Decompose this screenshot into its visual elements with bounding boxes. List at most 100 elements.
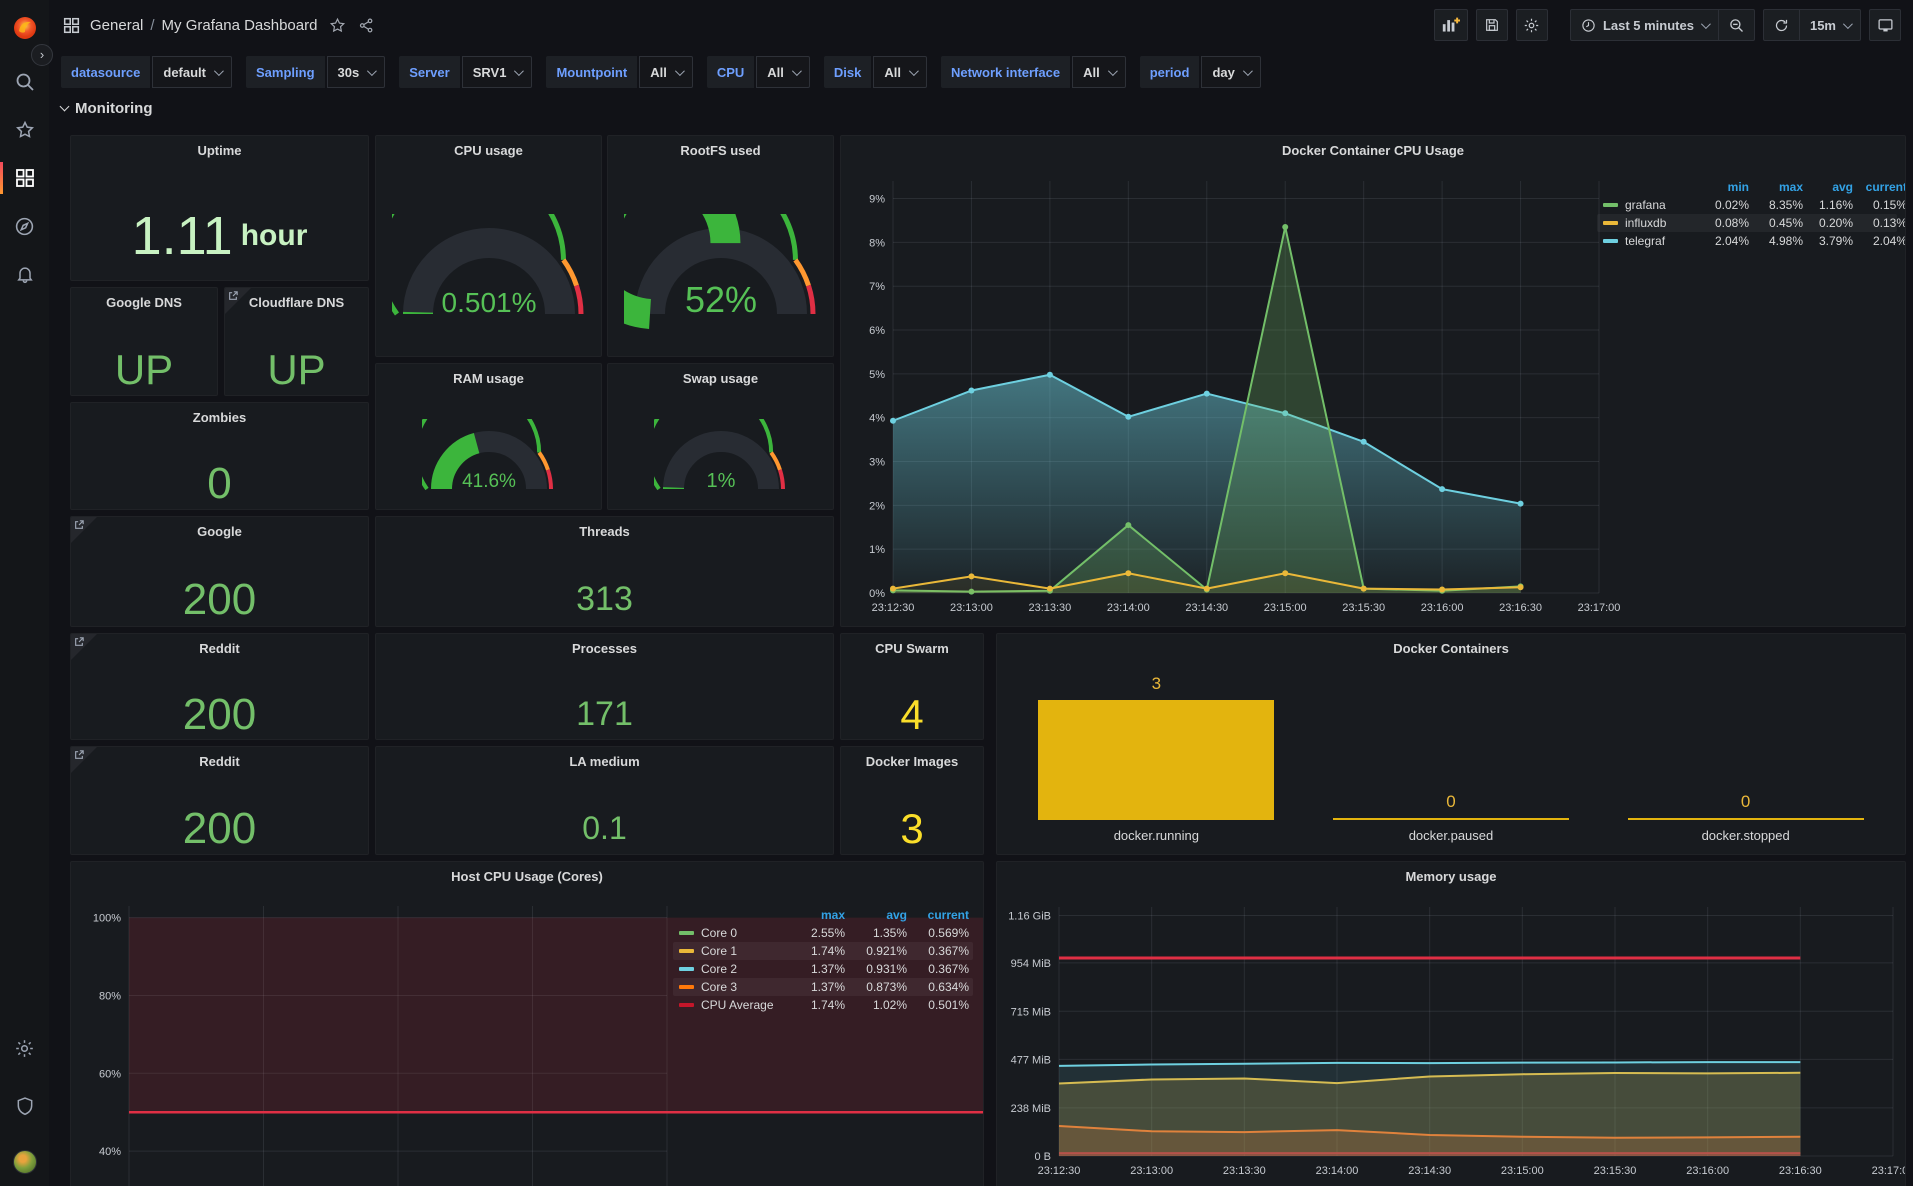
panel-title[interactable]: Swap usage [608,364,833,392]
sidebar-expand-button[interactable]: › [31,44,53,66]
variable-label: Server [399,56,459,88]
host-cpu-legend: max avg current Core 0 2.55%1.35%0.569% … [673,906,973,1014]
bar[interactable] [1628,818,1864,820]
panel-uptime: Uptime 1.11 hour [70,135,369,281]
favorite-star-icon[interactable] [329,17,346,34]
variable-value: 30s [338,65,360,80]
svg-text:40%: 40% [99,1146,121,1158]
processes-value: 171 [576,695,633,734]
search-icon[interactable] [0,62,49,102]
variable-disk: DiskAll [824,56,927,88]
refresh-interval-picker[interactable]: 15m [1799,10,1860,40]
chevron-down-icon [675,66,685,76]
panel-title[interactable]: Docker Containers [997,634,1905,662]
variables-bar: datasourcedefaultSampling30sServerSRV1Mo… [49,50,1913,94]
panel-title[interactable]: RAM usage [376,364,601,392]
variable-value-dropdown[interactable]: 30s [327,56,386,88]
variable-value-dropdown[interactable]: All [873,56,927,88]
chevron-down-icon [792,66,802,76]
variable-value-dropdown[interactable]: All [756,56,810,88]
variable-server: ServerSRV1 [399,56,532,88]
favorites-star-icon[interactable] [0,110,49,150]
panel-title[interactable]: LA medium [376,747,833,775]
svg-text:6%: 6% [869,325,885,337]
memory-usage-chart[interactable]: 0 B238 MiB477 MiB715 MiB954 MiB1.16 GiB2… [997,862,1905,1186]
svg-text:23:13:30: 23:13:30 [1223,1165,1266,1177]
panel-title[interactable]: Reddit [71,634,368,662]
breadcrumb-separator: / [150,17,154,34]
panel-title[interactable]: RootFS used [608,136,833,164]
external-link-icon[interactable] [71,634,97,660]
chevron-down-icon [909,66,919,76]
panel-title[interactable]: Google [71,517,368,545]
configuration-gear-icon[interactable] [0,1028,49,1068]
refresh-icon [1774,18,1789,33]
variable-value-dropdown[interactable]: day [1201,56,1260,88]
server-admin-shield-icon[interactable] [0,1086,49,1126]
legend-row: influxdb 0.08%0.45%0.20%0.13% [1597,214,1897,232]
variable-label: Disk [824,56,871,88]
bar[interactable] [1333,818,1569,820]
breadcrumb-folder[interactable]: General [90,17,143,34]
grafana-logo-icon[interactable] [0,8,49,48]
row-title: Monitoring [75,100,152,117]
user-avatar[interactable] [0,1142,49,1182]
panel-title[interactable]: Zombies [71,403,368,431]
panel-title[interactable]: Processes [376,634,833,662]
bar-column: 0docker.paused [1304,662,1599,855]
zombies-value: 0 [207,459,231,509]
external-link-icon[interactable] [71,747,97,773]
variable-network-interface: Network interfaceAll [941,56,1126,88]
dashboard-settings-gear-icon[interactable] [1516,9,1548,41]
svg-text:0 B: 0 B [1034,1151,1051,1163]
variable-datasource: datasourcedefault [61,56,232,88]
dashboards-icon[interactable] [0,158,49,198]
svg-text:23:15:00: 23:15:00 [1501,1165,1544,1177]
variable-value-dropdown[interactable]: All [639,56,693,88]
explore-compass-icon[interactable] [0,206,49,246]
legend-header-row: max avg current [673,906,973,924]
panel-title[interactable]: Docker Images [841,747,983,775]
variable-value: All [1083,65,1100,80]
panel-title[interactable]: Reddit [71,747,368,775]
panel-title[interactable]: CPU Swarm [841,634,983,662]
breadcrumb-dashboard-title[interactable]: My Grafana Dashboard [162,17,318,34]
variable-value-dropdown[interactable]: default [152,56,232,88]
svg-text:23:16:30: 23:16:30 [1499,602,1542,614]
external-link-icon[interactable] [225,288,251,314]
variable-value-dropdown[interactable]: All [1072,56,1126,88]
panel-memory: Memory usage 0 B238 MiB477 MiB715 MiB954… [996,861,1906,1186]
zoom-out-button[interactable] [1718,10,1754,40]
svg-text:23:13:00: 23:13:00 [1130,1165,1173,1177]
variable-value-dropdown[interactable]: SRV1 [462,56,533,88]
cycle-view-mode-button[interactable] [1869,9,1901,41]
panel-title[interactable]: Uptime [71,136,368,164]
variable-label: period [1140,56,1200,88]
refresh-button[interactable] [1764,10,1799,40]
grafana-dashboard: › General / My Grafana Dashboard [0,0,1913,1186]
bar[interactable] [1038,700,1274,820]
threads-value: 313 [576,580,633,619]
time-picker-group: Last 5 minutes [1570,9,1755,41]
external-link-icon[interactable] [71,517,97,543]
panel-title[interactable]: Threads [376,517,833,545]
panel-la-medium: LA medium 0.1 [375,746,834,855]
row-header-monitoring[interactable]: Monitoring [61,100,152,117]
panel-title[interactable]: Google DNS [71,288,217,316]
panel-cloudflare-dns: Cloudflare DNS UP [224,287,369,396]
panel-title[interactable]: CPU usage [376,136,601,164]
variable-label: CPU [707,56,754,88]
refresh-interval-label: 15m [1810,18,1836,33]
share-icon[interactable] [358,17,375,34]
svg-text:23:15:30: 23:15:30 [1594,1165,1637,1177]
svg-text:23:12:30: 23:12:30 [1038,1165,1081,1177]
docker-containers-bar-chart[interactable]: 3docker.running0docker.paused0docker.sto… [997,662,1905,854]
time-range-picker[interactable]: Last 5 minutes [1571,10,1718,40]
alerting-bell-icon[interactable] [0,254,49,294]
save-dashboard-button[interactable] [1476,9,1508,41]
add-panel-button[interactable] [1434,9,1468,41]
legend-row: Core 2 1.37%0.931%0.367% [673,960,973,978]
svg-text:23:15:00: 23:15:00 [1264,602,1307,614]
variable-period: periodday [1140,56,1261,88]
bar-category-label: docker.stopped [1598,828,1893,843]
